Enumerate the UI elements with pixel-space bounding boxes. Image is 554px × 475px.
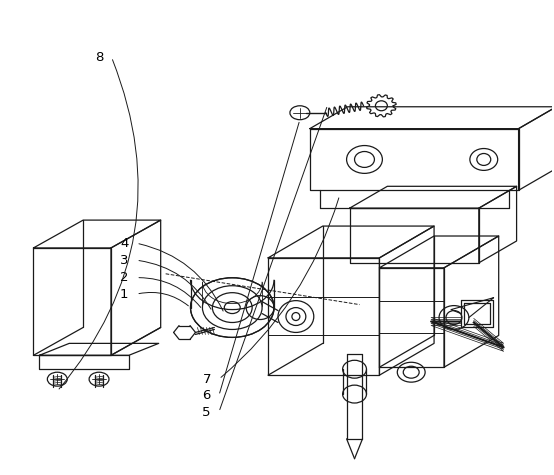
- Text: 6: 6: [203, 389, 211, 402]
- Text: 8: 8: [95, 51, 104, 64]
- Text: 3: 3: [120, 254, 129, 266]
- Text: 5: 5: [202, 406, 211, 419]
- Text: 2: 2: [120, 271, 129, 284]
- Text: 7: 7: [202, 373, 211, 386]
- Text: 1: 1: [120, 288, 129, 301]
- Text: 4: 4: [120, 237, 129, 250]
